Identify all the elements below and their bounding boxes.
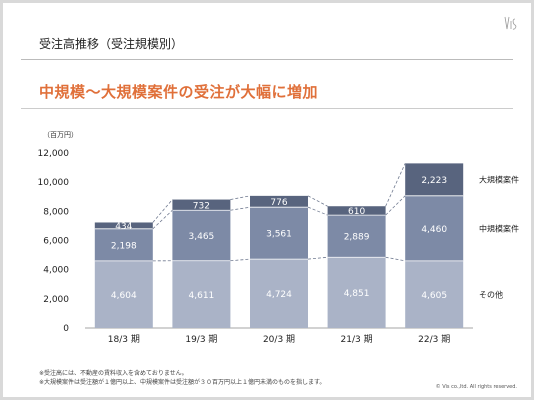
data-label: 732 (193, 201, 210, 211)
bar-segment (327, 206, 386, 216)
y-tick-label: 0 (63, 324, 69, 334)
x-tick-label: 19/3 期 (185, 334, 217, 345)
data-label: 2,198 (111, 241, 137, 251)
bar-segment (250, 195, 308, 208)
data-label: 4,851 (344, 289, 370, 299)
data-label: 3,561 (266, 230, 292, 240)
bar-segment (327, 215, 386, 258)
x-tick-label: 20/3 期 (263, 334, 295, 345)
page-title: 受注高推移（受注規模別） (39, 37, 184, 51)
connector-line (307, 206, 328, 216)
connector-line (385, 256, 406, 262)
data-label: 4,724 (266, 290, 292, 300)
bar-segment (172, 260, 231, 328)
bar-segment (250, 259, 308, 328)
data-label: 4,604 (111, 291, 137, 301)
connector-line (230, 195, 251, 200)
y-axis-unit: （百万円） (43, 131, 78, 139)
header-divider (21, 59, 513, 60)
connector-line (385, 163, 406, 207)
legend-label: 大規模案件 (479, 175, 519, 185)
y-tick-label: 12,000 (38, 149, 70, 159)
y-tick-label: 6,000 (43, 237, 69, 247)
data-label: 776 (270, 198, 287, 208)
data-label: 2,889 (344, 233, 370, 243)
connector-line (307, 195, 328, 207)
bar-segment (405, 260, 464, 328)
connector-line (152, 209, 173, 230)
connector-line (385, 195, 406, 216)
connector-line (307, 256, 328, 260)
x-tick-label: 22/3 期 (418, 334, 450, 345)
y-tick-label: 8,000 (43, 207, 69, 217)
bar-segment (94, 228, 153, 261)
y-tick-label: 2,000 (43, 295, 69, 305)
slide: 受注高推移（受注規模別） 中規模～大規模案件の受注が大幅に増加 （百万円） 0 2… (3, 3, 531, 397)
data-label: 2,223 (421, 176, 447, 186)
headline: 中規模～大規模案件の受注が大幅に増加 (39, 83, 319, 101)
footnote: ※受注高には、不動産の賃料収入を含めておりません。 (39, 370, 188, 377)
x-tick-label: 21/3 期 (341, 334, 373, 345)
connector-line (230, 258, 251, 262)
y-tick-label: 10,000 (38, 178, 70, 188)
copyright: © Vis co.,ltd. All rights reserved. (435, 384, 517, 390)
bar-segment (405, 195, 464, 261)
data-label: 610 (348, 207, 365, 217)
bar-segment (172, 199, 231, 211)
bar-segment (94, 222, 153, 229)
bar-segment (172, 210, 231, 261)
bar-segment (327, 257, 386, 328)
bar-segment (94, 260, 153, 328)
data-label: 4,460 (421, 225, 447, 235)
x-tick-label: 18/3 期 (108, 334, 140, 345)
bar-segment (405, 163, 464, 196)
footnote: ※大規模案件は受注額が１億円以上、中規模案件は受注額が３０百万円以上１億円未満の… (39, 379, 326, 386)
data-label: 434 (115, 222, 132, 232)
data-label: 3,465 (189, 232, 215, 242)
data-label: 4,605 (421, 291, 447, 301)
y-tick-label: 4,000 (43, 266, 69, 276)
bar-segment (250, 207, 308, 260)
data-label: 4,611 (189, 291, 215, 301)
connector-line (230, 206, 251, 211)
company-logo-icon (504, 16, 517, 30)
headline-divider (21, 108, 513, 109)
legend-label: 中規模案件 (479, 223, 519, 233)
legend-label: その他 (479, 289, 503, 299)
stacked-bar-chart: 0 2,000 4,000 6,000 8,000 10,000 12,000 4,604 2,… (38, 149, 520, 345)
footnotes: ※受注高には、不動産の賃料収入を含めておりません。 ※大規模案件は受注額が１億円… (39, 369, 325, 387)
connector-line (152, 199, 173, 223)
